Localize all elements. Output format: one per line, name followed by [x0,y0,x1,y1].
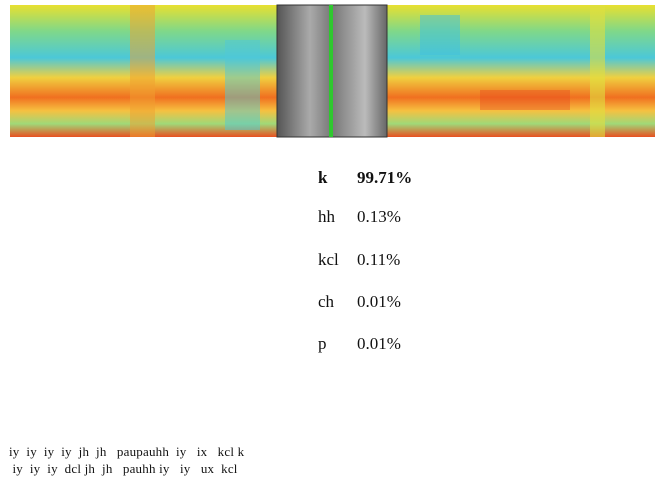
prediction-label: ch [318,292,334,312]
prediction-label: hh [318,207,335,227]
prediction-value: 0.01% [357,334,401,354]
sequence-bottom: iy iy iy dcl jh jh pauhh iy iy ux kcl [9,461,238,477]
prediction-value: 99.71% [357,168,412,188]
prediction-label: k [318,168,327,188]
prediction-value: 0.01% [357,292,401,312]
prediction-value: 0.11% [357,250,400,270]
prediction-label: p [318,334,327,354]
prediction-value: 0.13% [357,207,401,227]
spectrogram [0,0,663,140]
figure: iy iy iy iy jh jh paupauhh iy ix kcl k i… [0,0,663,485]
sequence-top: iy iy iy iy jh jh paupauhh iy ix kcl k [9,444,244,460]
prediction-label: kcl [318,250,339,270]
